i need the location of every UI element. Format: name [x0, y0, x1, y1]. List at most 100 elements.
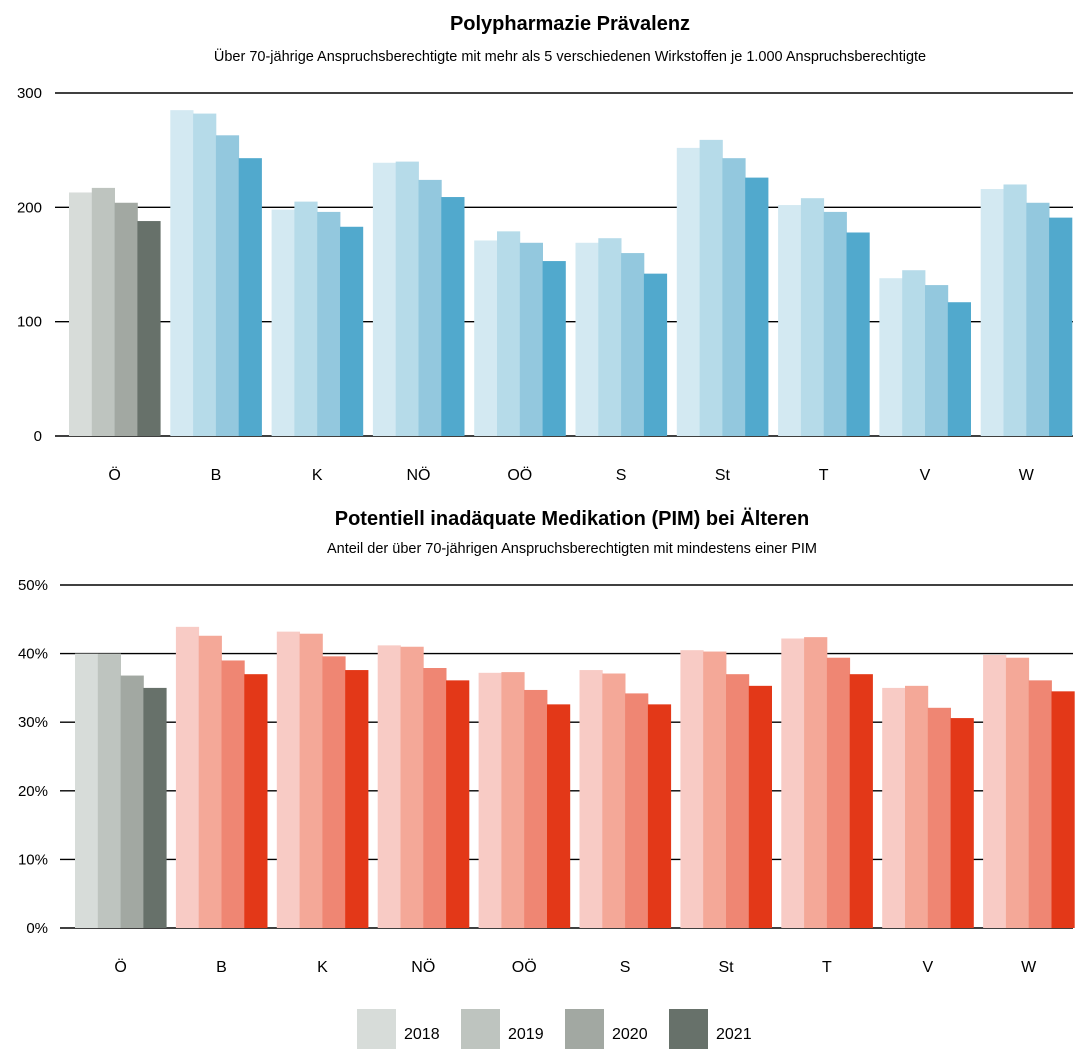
- bar: [699, 139, 723, 437]
- bar: [826, 657, 851, 928]
- bar: [925, 285, 949, 436]
- bar: [748, 685, 772, 928]
- legend: 2018 2019 2020 2021: [357, 1009, 752, 1049]
- bar: [137, 221, 161, 436]
- polypharmacy-chart: Polypharmazie Prävalenz Über 70-jährige …: [17, 13, 1073, 484]
- bar: [547, 704, 571, 928]
- bar: [849, 674, 873, 928]
- bar: [299, 633, 323, 928]
- bar: [745, 177, 769, 436]
- legend-swatch-2019: [461, 1009, 500, 1049]
- bar: [575, 242, 599, 436]
- legend-item-2018: 2018: [357, 1009, 440, 1049]
- bar: [542, 261, 566, 436]
- chart2-subtitle: Anteil der über 70-jährigen Anspruchsber…: [327, 541, 817, 557]
- chart1-x-axis: Ö B K NÖ OÖ S St T V W: [108, 466, 1034, 484]
- bar: [846, 232, 870, 436]
- bar: [400, 646, 424, 928]
- x-category-label: T: [819, 467, 829, 484]
- x-category-label: B: [216, 959, 227, 976]
- bar: [902, 270, 926, 436]
- bar: [198, 635, 222, 928]
- bar: [722, 158, 746, 437]
- bar: [823, 211, 847, 436]
- bar: [423, 668, 447, 928]
- bar: [75, 653, 99, 928]
- x-category-label: OÖ: [507, 466, 532, 484]
- bar: [322, 656, 346, 928]
- bar: [221, 660, 245, 928]
- y-tick-label: 300: [17, 85, 42, 102]
- x-category-label: B: [211, 467, 222, 484]
- bar: [317, 211, 341, 436]
- bar: [120, 675, 144, 928]
- x-category-label: NÖ: [407, 466, 431, 484]
- bar: [800, 198, 825, 436]
- legend-label-2018: 2018: [404, 1026, 440, 1043]
- bar: [983, 654, 1007, 928]
- bar: [1026, 202, 1050, 436]
- bar: [643, 273, 668, 436]
- bar: [1051, 691, 1075, 928]
- y-tick-label: 30%: [18, 714, 48, 731]
- bar: [497, 231, 521, 436]
- x-category-label: V: [920, 467, 931, 484]
- bar: [441, 197, 465, 436]
- x-category-label: S: [616, 467, 627, 484]
- bar: [478, 672, 502, 928]
- bar: [519, 242, 543, 436]
- x-category-label: V: [922, 959, 933, 976]
- bar: [602, 673, 626, 928]
- bar: [882, 687, 906, 928]
- bar: [879, 278, 903, 436]
- chart1-y-axis: 0 100 200 300: [17, 85, 42, 445]
- bar: [395, 161, 419, 436]
- legend-swatch-2018: [357, 1009, 396, 1049]
- bar: [238, 158, 262, 437]
- x-category-label: Ö: [114, 958, 126, 976]
- chart1-subtitle: Über 70-jährige Anspruchsberechtigte mit…: [214, 47, 926, 65]
- bar: [927, 707, 951, 928]
- chart1-title: Polypharmazie Prävalenz: [450, 13, 690, 35]
- legend-item-2021: 2021: [669, 1009, 752, 1049]
- bar: [143, 687, 167, 928]
- bar: [703, 651, 727, 928]
- bar: [340, 226, 364, 436]
- bar: [276, 631, 300, 928]
- legend-swatch-2020: [565, 1009, 604, 1049]
- x-category-label: St: [718, 959, 734, 976]
- bar: [621, 253, 645, 436]
- bar: [950, 718, 974, 928]
- bar: [175, 626, 200, 928]
- chart2-title: Potentiell inadäquate Medikation (PIM) b…: [335, 507, 810, 530]
- legend-item-2019: 2019: [461, 1009, 544, 1049]
- bar: [980, 189, 1004, 436]
- y-tick-label: 50%: [18, 577, 48, 594]
- chart2-x-axis: Ö B K NÖ OÖ S St T V W: [114, 958, 1037, 976]
- bar: [446, 680, 470, 928]
- y-tick-label: 20%: [18, 783, 48, 800]
- x-category-label: OÖ: [512, 958, 537, 976]
- y-tick-label: 0%: [26, 920, 48, 937]
- x-category-label: St: [715, 467, 731, 484]
- chart2-y-axis: 0% 10% 20% 30% 40% 50%: [18, 577, 48, 937]
- bar: [372, 162, 397, 436]
- x-category-label: S: [620, 959, 631, 976]
- x-category-label: Ö: [108, 466, 120, 484]
- bar: [1005, 657, 1030, 928]
- bar: [501, 672, 525, 928]
- y-tick-label: 0: [34, 428, 42, 445]
- bar: [69, 192, 93, 436]
- x-category-label: K: [317, 959, 328, 976]
- bar: [418, 179, 442, 437]
- bar: [377, 645, 401, 928]
- y-tick-label: 200: [17, 199, 42, 216]
- x-category-label: W: [1021, 959, 1037, 976]
- bar: [726, 674, 750, 928]
- y-tick-label: 10%: [18, 851, 48, 868]
- x-category-label: W: [1019, 467, 1035, 484]
- x-category-label: T: [822, 959, 832, 976]
- x-category-label: NÖ: [411, 958, 435, 976]
- chart1-bars: [69, 110, 1073, 437]
